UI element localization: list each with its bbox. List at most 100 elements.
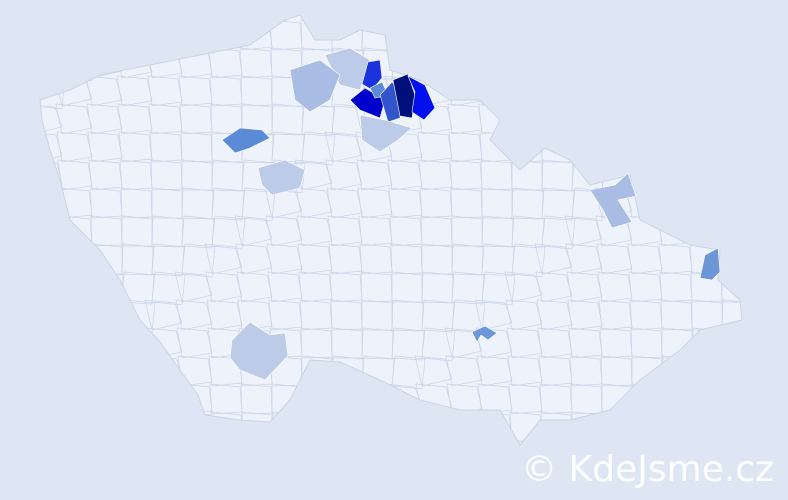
- district: [301, 411, 335, 445]
- district: [86, 103, 123, 135]
- district: [151, 271, 186, 306]
- district: [355, 439, 393, 445]
- district: [661, 383, 695, 417]
- district-light-north[interactable]: [289, 59, 341, 113]
- district: [630, 19, 663, 51]
- district: [421, 19, 456, 54]
- district: [40, 299, 63, 331]
- district: [40, 103, 63, 135]
- district-medium-south[interactable]: [471, 325, 498, 343]
- district: [627, 243, 663, 275]
- district: [354, 411, 393, 443]
- district: [479, 439, 513, 445]
- district: [179, 411, 213, 443]
- district-blue-1[interactable]: [361, 59, 383, 91]
- district: [446, 383, 483, 415]
- district: [506, 327, 543, 359]
- district: [599, 19, 633, 51]
- district: [234, 215, 273, 247]
- district: [91, 19, 126, 54]
- district: [691, 47, 725, 81]
- district: [505, 299, 543, 331]
- district: [684, 103, 723, 135]
- district: [570, 75, 603, 107]
- district: [597, 271, 633, 303]
- district: [56, 439, 93, 445]
- district: [507, 355, 543, 387]
- district: [175, 299, 213, 331]
- district: [265, 215, 303, 247]
- district: [271, 131, 305, 165]
- district: [631, 75, 664, 108]
- district: [421, 327, 456, 362]
- district: [40, 215, 63, 247]
- district: [448, 439, 483, 445]
- district: [721, 47, 742, 82]
- district: [235, 243, 273, 275]
- district: [61, 47, 96, 82]
- district: [271, 411, 304, 444]
- district: [715, 103, 742, 135]
- district: [176, 327, 213, 359]
- district: [237, 299, 273, 331]
- district: [325, 159, 363, 191]
- district-pale-south[interactable]: [229, 321, 289, 381]
- district: [566, 271, 603, 303]
- district: [451, 271, 485, 305]
- district-medium-east[interactable]: [699, 247, 721, 281]
- district: [567, 299, 603, 331]
- district: [631, 103, 665, 137]
- district: [148, 411, 183, 443]
- district: [691, 355, 725, 389]
- district: [447, 103, 483, 135]
- district: [301, 103, 335, 137]
- district: [541, 215, 576, 250]
- district: [687, 187, 723, 219]
- district: [55, 103, 93, 135]
- district: [57, 159, 93, 191]
- district: [40, 355, 65, 389]
- district: [331, 383, 365, 417]
- district: [236, 271, 273, 303]
- district-light-ne[interactable]: [589, 172, 637, 229]
- district: [181, 243, 216, 278]
- district: [387, 159, 423, 191]
- district: [205, 271, 243, 303]
- watermark: © KdeJsme.cz: [521, 449, 774, 490]
- district: [721, 299, 742, 332]
- district: [40, 383, 66, 418]
- district: [84, 355, 123, 387]
- district: [204, 243, 243, 275]
- district: [267, 271, 303, 303]
- district: [180, 439, 213, 445]
- district: [688, 215, 723, 247]
- district: [417, 131, 453, 163]
- district: [91, 327, 126, 362]
- district: [296, 215, 333, 247]
- district: [361, 383, 396, 418]
- district: [114, 327, 153, 359]
- district: [716, 131, 742, 163]
- district: [91, 299, 125, 333]
- district: [691, 75, 726, 110]
- district-pale-center-north[interactable]: [359, 114, 413, 153]
- district: [117, 103, 153, 135]
- district: [535, 271, 573, 303]
- district: [600, 47, 633, 79]
- district: [631, 47, 663, 79]
- district-steel-west[interactable]: [221, 127, 271, 154]
- district: [386, 439, 423, 445]
- district-bright-blue[interactable]: [407, 75, 436, 121]
- district: [85, 75, 123, 107]
- district: [631, 411, 665, 445]
- district: [176, 19, 213, 51]
- district: [61, 299, 94, 332]
- district: [40, 243, 63, 275]
- district: [507, 47, 543, 79]
- district: [661, 103, 696, 138]
- district: [241, 187, 276, 222]
- district-pale-central[interactable]: [257, 159, 306, 196]
- district: [417, 439, 453, 445]
- district: [416, 103, 453, 135]
- district: [718, 187, 742, 219]
